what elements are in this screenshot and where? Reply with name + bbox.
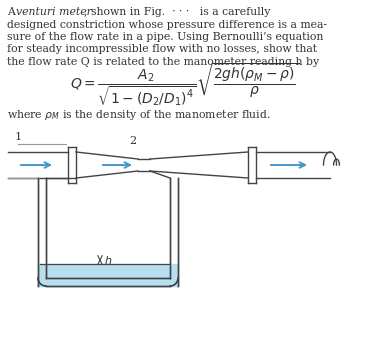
Text: 2: 2 — [129, 136, 137, 146]
Text: $Q = \dfrac{A_2}{\sqrt{1-(D_2/D_1)^4}}\sqrt{\dfrac{2gh(\rho_M - \rho)}{\rho}}$: $Q = \dfrac{A_2}{\sqrt{1-(D_2/D_1)^4}}\s… — [70, 62, 300, 108]
Text: for steady incompressible flow with no losses, show that: for steady incompressible flow with no l… — [7, 44, 317, 54]
Text: 1: 1 — [14, 132, 22, 142]
Text: where $\rho_M$ is the density of the manometer fluid.: where $\rho_M$ is the density of the man… — [7, 108, 270, 122]
Polygon shape — [46, 264, 170, 286]
Text: the flow rate Q is related to the manometer reading h by: the flow rate Q is related to the manome… — [7, 57, 319, 67]
Text: venturi meter: venturi meter — [16, 7, 92, 17]
Text: , shown in Fig.  · · ·   is a carefully: , shown in Fig. · · · is a carefully — [84, 7, 270, 17]
Text: designed constriction whose pressure difference is a mea-: designed constriction whose pressure dif… — [7, 19, 327, 29]
Polygon shape — [38, 264, 46, 286]
Polygon shape — [170, 264, 178, 286]
Text: A: A — [7, 7, 19, 17]
Text: $h$: $h$ — [104, 254, 112, 266]
Text: sure of the flow rate in a pipe. Using Bernoulli’s equation: sure of the flow rate in a pipe. Using B… — [7, 32, 324, 42]
